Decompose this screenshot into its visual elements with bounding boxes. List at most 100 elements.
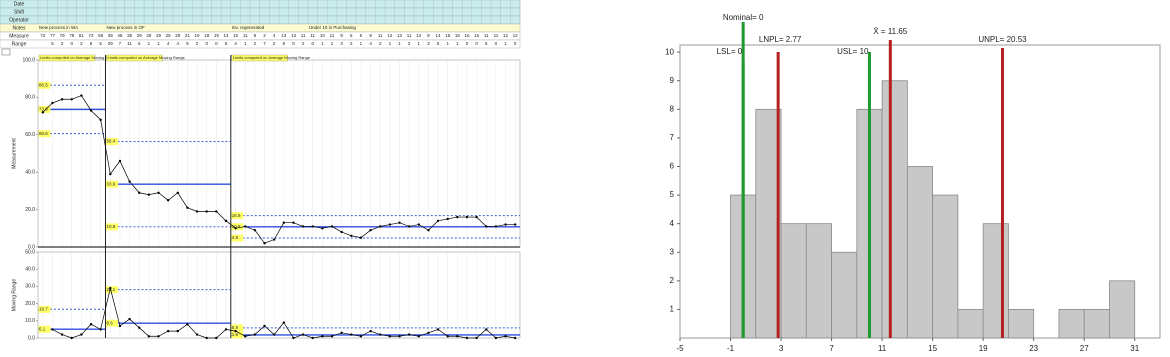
data-point [89, 323, 93, 326]
x-tick-label: 27 [1080, 344, 1089, 353]
measure-cell: 13 [397, 33, 403, 38]
measure-cell: 9 [427, 33, 430, 38]
measure-cell: 29 [175, 33, 181, 38]
measure-cell: 19 [195, 33, 201, 38]
limit-label: 8.6 [106, 320, 113, 325]
data-point [51, 101, 54, 105]
range-cell: 5 [225, 41, 228, 46]
y-tick-label: 10 [665, 47, 674, 56]
data-point [504, 223, 507, 226]
data-point [407, 333, 411, 336]
reference-label: Nominal= 0 [723, 13, 764, 22]
y-tick-label: 0.0 [28, 244, 35, 250]
range-cell: 0 [466, 41, 469, 46]
measure-cell: 16 [474, 33, 480, 38]
y-tick-label: 10.0 [25, 318, 35, 324]
measure-cell: 8 [340, 33, 343, 38]
note: Inv. regenerated [232, 25, 265, 30]
data-point [205, 210, 208, 213]
x-tick-label: 19 [979, 344, 988, 353]
data-point [128, 317, 131, 321]
data-point [186, 206, 189, 209]
range-cell: 2 [302, 41, 305, 46]
measure-cell: 46 [117, 33, 123, 38]
measure-cell: 12 [513, 33, 519, 38]
measure-cell: 29 [137, 33, 143, 38]
measure-cell: 9 [369, 33, 372, 38]
data-point [166, 329, 170, 333]
measure-cell: 14 [436, 33, 442, 38]
data-point [234, 329, 237, 333]
range-cell: 0 [205, 41, 208, 46]
data-point [253, 228, 257, 232]
measure-cell: 11 [407, 33, 412, 38]
range-cell: 0 [311, 41, 314, 46]
range-cell: 7 [263, 41, 266, 46]
data-point [89, 109, 93, 112]
x-tick-label: 15 [928, 344, 937, 353]
range-cell: 0 [215, 41, 218, 46]
y-tick-label: 30.0 [25, 284, 35, 290]
limit-label: 10.8 [232, 224, 241, 229]
measure-cell: 12 [387, 33, 393, 38]
data-point [109, 286, 112, 290]
data-point [60, 333, 64, 336]
range-cell: 3 [427, 41, 430, 46]
limit-label-box [105, 319, 118, 327]
header-row [0, 7, 521, 17]
data-point [224, 328, 228, 331]
axis-title: Moving Range [11, 279, 17, 311]
reference-label: LNPL= 2.77 [759, 35, 802, 44]
data-point [359, 335, 363, 338]
data-point [311, 336, 314, 340]
data-point [99, 328, 102, 331]
measure-cell: 14 [223, 33, 229, 38]
y-tick-label: 100.0 [22, 57, 35, 63]
limit-label-box [38, 105, 51, 113]
y-tick-label: 80.0 [25, 95, 35, 101]
limit-label: 16.7 [39, 306, 48, 311]
measure-cell: 72 [40, 33, 46, 38]
bar [831, 251, 858, 339]
measure-cell: 39 [108, 33, 114, 38]
y-tick-label: 20.0 [25, 207, 35, 213]
limit-label: 56.4 [106, 139, 115, 144]
limit-label: 28.1 [106, 287, 115, 292]
range-cell: 4 [369, 41, 372, 46]
data-point [513, 223, 517, 226]
range-cell: 2 [273, 41, 276, 46]
data-point [215, 336, 218, 340]
bar [932, 194, 959, 339]
y-tick-label: 50.0 [25, 249, 35, 255]
axis-title: Measurement [11, 138, 17, 169]
limit-label: 60.6 [39, 131, 48, 136]
range-cell: 5 [51, 41, 54, 46]
data-point [138, 326, 141, 329]
y-tick-label: 0.0 [28, 335, 35, 341]
data-point [234, 227, 237, 230]
bar [957, 309, 984, 339]
y-tick-label: 3 [670, 247, 675, 256]
data-point [99, 118, 102, 122]
range-cell: 1 [389, 41, 392, 46]
x-tick-label: 31 [1130, 344, 1139, 353]
measure-cell: 6 [350, 33, 353, 38]
data-point [205, 336, 208, 340]
data-point [465, 215, 469, 219]
y-tick-label: 2 [670, 276, 675, 285]
measure-cell: 11 [378, 33, 383, 38]
data-point [427, 331, 430, 335]
bar [780, 223, 807, 339]
y-tick-label: 40.0 [25, 267, 35, 273]
range-cell: 1 [321, 41, 324, 46]
range-cell: 1 [331, 41, 334, 46]
limit-label-box [231, 212, 244, 220]
note: New process in OF [106, 25, 145, 30]
range-cell: 4 [167, 41, 170, 46]
data-point [51, 328, 54, 331]
limit-label-box [38, 325, 51, 333]
note: New process in WA [39, 25, 78, 30]
bar [1058, 309, 1085, 339]
annotation: Limits computed on Average Moving Range [233, 55, 311, 60]
measure-cell: 28 [146, 33, 152, 38]
